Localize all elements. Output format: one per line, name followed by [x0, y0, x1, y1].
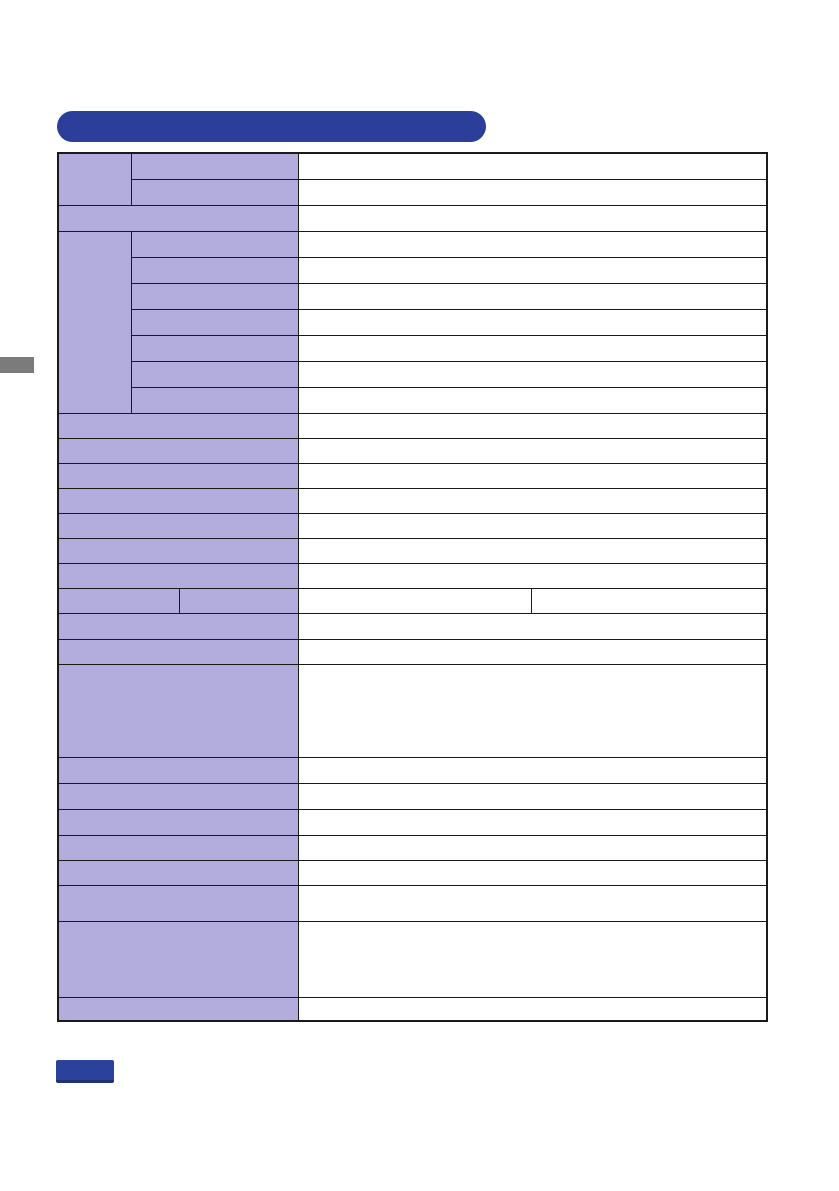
spec-header-cell: [57, 412, 299, 439]
spec-header-cell: [57, 834, 299, 861]
spec-value-cell: [297, 834, 768, 861]
table-row: [58, 256, 768, 284]
spec-value-cell: [297, 638, 768, 665]
spec-value-cell: [297, 756, 768, 784]
spec-header-cell: [57, 437, 299, 464]
spec-header-cell: [57, 808, 299, 836]
table-row: [57, 462, 768, 489]
spec-value-cell: [297, 308, 768, 336]
spec-value-cell: [297, 920, 768, 998]
table-row: [57, 204, 768, 232]
table-row: [57, 537, 768, 564]
spec-value-cell: [297, 152, 768, 180]
table-row: [57, 884, 768, 922]
spec-value-cell: [297, 386, 768, 414]
table-row: [57, 562, 768, 589]
spec-value-cell: [297, 996, 768, 1022]
spec-value-cell: [297, 537, 768, 564]
spec-value-cell: [297, 512, 768, 539]
spec-value-cell: [297, 178, 768, 206]
spec-header-cell: [57, 562, 299, 589]
table-row: [57, 612, 768, 640]
spec-subheader-cell: [130, 308, 299, 336]
spec-value-cell: [297, 204, 768, 232]
table-row: [57, 152, 768, 206]
spec-value-cell: [297, 437, 768, 464]
spec-value-cell: [297, 487, 768, 514]
spec-subheader-cell: [130, 230, 299, 258]
spec-value-cell: [530, 587, 768, 614]
table-row: [57, 437, 768, 464]
table-row: [57, 834, 768, 861]
spec-header-cell: [57, 782, 299, 810]
spec-value-cell: [297, 587, 532, 614]
spec-value-cell: [297, 612, 768, 640]
spec-header-cell: [57, 884, 299, 922]
table-row: [57, 663, 768, 758]
spec-value-cell: [297, 462, 768, 489]
table-row: [57, 859, 768, 886]
spec-header-cell: [57, 537, 299, 564]
spec-subheader-cell: [130, 256, 299, 284]
spec-header-cell: [57, 587, 180, 614]
spec-subheader-cell: [130, 282, 299, 310]
table-row: [58, 360, 768, 388]
spec-value-cell: [297, 334, 768, 362]
table-row: [58, 178, 768, 206]
spec-value-cell: [297, 412, 768, 439]
table-row: [58, 386, 768, 414]
spec-value-cell: [297, 282, 768, 310]
spec-header-cell: [57, 462, 299, 489]
table-row: [57, 782, 768, 810]
spec-group-header-cell: [57, 152, 132, 206]
spec-header-cell: [57, 638, 299, 665]
table-row: [57, 487, 768, 514]
table-row: [57, 638, 768, 665]
page-edge-tab: [0, 357, 34, 373]
table-row: [57, 230, 768, 414]
spec-header-cell: [57, 512, 299, 539]
table-row: [57, 587, 768, 614]
spec-value-cell: [297, 230, 768, 258]
spec-value-cell: [297, 360, 768, 388]
spec-value-cell: [297, 859, 768, 886]
spec-group-header-cell: [57, 230, 132, 414]
spec-subheader-cell: [130, 178, 299, 206]
spec-header-cell: [57, 920, 299, 998]
table-row: [57, 412, 768, 439]
spec-subheader-cell: [130, 386, 299, 414]
spec-value-cell: [297, 782, 768, 810]
spec-header-cell: [57, 756, 299, 784]
table-row: [57, 808, 768, 836]
table-row: [58, 334, 768, 362]
table-row: [58, 282, 768, 310]
table-row: [57, 512, 768, 539]
spec-header-cell: [57, 487, 299, 514]
spec-table-body: [57, 152, 768, 1022]
spec-subheader-cell: [130, 334, 299, 362]
spec-value-cell: [297, 663, 768, 758]
table-row: [57, 996, 768, 1022]
spec-header-cell: [57, 663, 299, 758]
spec-value-cell: [297, 562, 768, 589]
spec-value-cell: [297, 256, 768, 284]
spec-subheader-cell: [178, 587, 299, 614]
spec-header-cell: [57, 859, 299, 886]
spec-table: [57, 152, 768, 1022]
spec-value-cell: [297, 808, 768, 836]
table-row: [58, 308, 768, 336]
spec-header-cell: [57, 204, 299, 232]
spec-subheader-cell: [130, 360, 299, 388]
section-title-bar: [57, 111, 486, 142]
spec-header-cell: [57, 612, 299, 640]
table-row: [57, 756, 768, 784]
spec-header-cell: [57, 996, 299, 1022]
table-row: [57, 920, 768, 998]
spec-subheader-cell: [130, 152, 299, 180]
spec-value-cell: [297, 884, 768, 922]
note-badge: [56, 1060, 114, 1083]
